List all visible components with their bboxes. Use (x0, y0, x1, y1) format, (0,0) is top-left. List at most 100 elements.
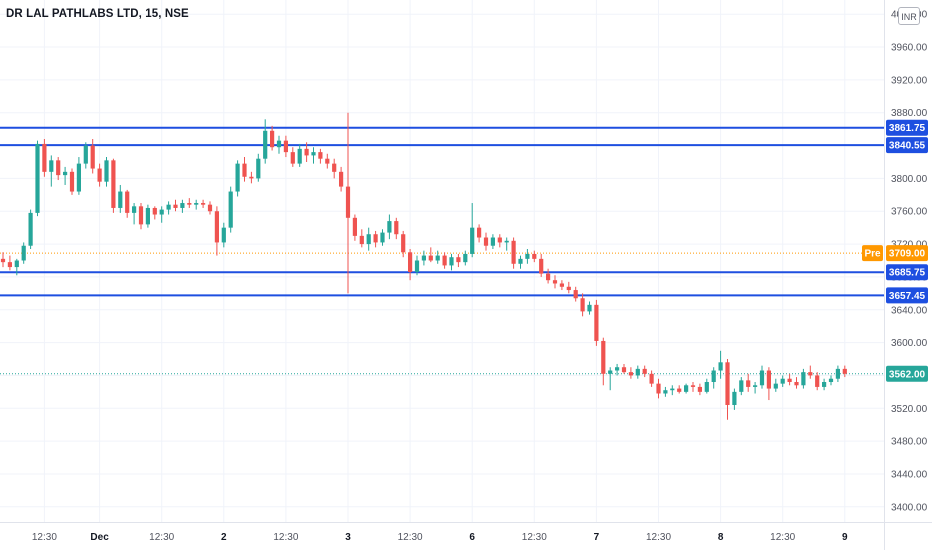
candle-body (663, 390, 668, 394)
candle-body (228, 191, 233, 228)
candle (187, 198, 192, 208)
candle (504, 237, 509, 251)
candle (339, 166, 344, 192)
candle-body (125, 191, 130, 213)
candle (290, 147, 295, 167)
candle-body (470, 227, 475, 254)
candle (559, 280, 564, 291)
candle-body (21, 245, 26, 261)
candle (180, 199, 185, 213)
candle (132, 203, 137, 225)
candle (794, 377, 799, 389)
level-price-label-bg (886, 287, 928, 304)
candle (283, 135, 288, 158)
candle-body (104, 160, 109, 182)
candle-body (697, 386, 702, 392)
candle-body (711, 370, 716, 383)
candle-body (732, 391, 737, 405)
candle-body (463, 253, 468, 263)
level-price-label: 3685.75 (886, 264, 928, 281)
x-tick-label: 7 (594, 532, 600, 543)
candle-body (642, 368, 647, 374)
candle-body (435, 255, 440, 261)
candle (28, 209, 33, 250)
candle (228, 186, 233, 233)
candle (801, 368, 806, 389)
x-tick-label: 12:30 (770, 532, 795, 543)
level-price-label-text: 3657.45 (889, 291, 926, 302)
candle-body (704, 382, 709, 392)
candle (711, 367, 716, 389)
candle-body (83, 145, 88, 164)
candle (573, 286, 578, 302)
candle-body (594, 304, 599, 341)
candle (628, 367, 633, 379)
candle (725, 359, 730, 420)
candle (297, 143, 302, 167)
candle (580, 293, 585, 317)
candle (732, 388, 737, 410)
candle-body (635, 368, 640, 376)
y-tick-label: 3960.00 (891, 43, 928, 54)
candle-body (166, 204, 171, 210)
candle-body (69, 171, 75, 192)
candle-body (270, 130, 275, 148)
candle (256, 153, 261, 182)
candle-body (394, 221, 399, 235)
candle-body (332, 163, 337, 172)
candle-body (283, 140, 288, 153)
candle-body (587, 304, 592, 312)
candles (0, 112, 847, 420)
candle (739, 377, 744, 396)
candle (145, 204, 150, 228)
candle-body (835, 368, 840, 379)
currency-button[interactable]: INR (898, 7, 920, 25)
candle (35, 140, 40, 217)
candle-body (794, 382, 799, 386)
candle (69, 168, 75, 195)
candle-body (828, 378, 834, 383)
candle-body (221, 227, 226, 243)
candle-body (256, 158, 261, 179)
candle-body (7, 262, 12, 268)
candle-body (311, 152, 316, 156)
candle-body (477, 227, 482, 238)
y-tick-label: 3600.00 (891, 338, 928, 349)
candle (318, 148, 323, 164)
candle-body (138, 206, 144, 225)
pre-market-price-label-bg (886, 245, 928, 262)
candle-body (608, 370, 613, 374)
candle (477, 224, 482, 243)
candle (766, 367, 771, 401)
symbol-title: DR LAL PATHLABS LTD, 15, NSE (6, 8, 189, 20)
candle (670, 385, 675, 396)
time-axis[interactable]: 12:30 Dec 12:30 2 12:30 3 12:30 6 12:30 7 12:30 8 12… (32, 532, 848, 543)
y-tick-label: 3640.00 (891, 305, 928, 316)
candle (525, 249, 530, 264)
candle-body (759, 370, 765, 386)
candle (401, 230, 406, 258)
candle-body (746, 380, 751, 387)
candle (366, 227, 371, 251)
price-axis[interactable]: 3400.003440.003480.003520.003560.003600.… (891, 10, 928, 514)
x-tick-label: 12:30 (273, 532, 298, 543)
candle (325, 153, 330, 169)
candle (125, 189, 130, 218)
candle (663, 386, 668, 397)
level-price-label-bg (886, 137, 928, 154)
candle-body (318, 152, 323, 159)
candle (387, 214, 392, 240)
candle-body (580, 298, 585, 312)
candle (615, 363, 620, 376)
y-tick-label: 3720.00 (891, 240, 928, 251)
candle (394, 217, 399, 240)
candle (201, 199, 206, 208)
candle (118, 184, 123, 213)
candle (822, 378, 827, 391)
candle-body (787, 378, 792, 383)
candle-body (428, 255, 433, 261)
candle-body (14, 260, 19, 268)
candle (90, 138, 95, 174)
